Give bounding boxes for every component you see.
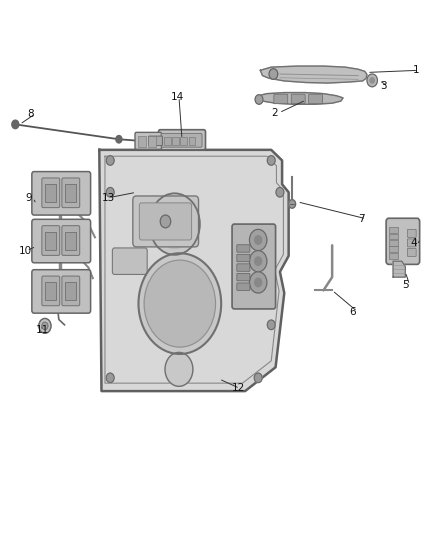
Circle shape: [155, 200, 194, 248]
FancyBboxPatch shape: [159, 130, 205, 150]
FancyBboxPatch shape: [46, 231, 56, 250]
FancyBboxPatch shape: [113, 248, 147, 274]
FancyBboxPatch shape: [386, 218, 420, 264]
Polygon shape: [393, 261, 405, 277]
Text: 10: 10: [19, 246, 32, 256]
FancyBboxPatch shape: [62, 276, 80, 306]
Circle shape: [255, 95, 263, 104]
Text: 3: 3: [380, 81, 387, 91]
Circle shape: [254, 257, 261, 265]
Circle shape: [250, 229, 267, 251]
Circle shape: [254, 236, 261, 244]
FancyBboxPatch shape: [32, 219, 91, 263]
FancyBboxPatch shape: [407, 229, 416, 237]
Text: 5: 5: [402, 280, 408, 290]
FancyBboxPatch shape: [180, 136, 187, 145]
Circle shape: [254, 278, 261, 287]
Text: 7: 7: [358, 214, 365, 224]
FancyBboxPatch shape: [389, 240, 398, 246]
Circle shape: [138, 253, 221, 354]
Polygon shape: [260, 66, 367, 83]
FancyBboxPatch shape: [42, 225, 60, 255]
Circle shape: [370, 78, 374, 83]
Polygon shape: [99, 150, 289, 391]
FancyBboxPatch shape: [135, 132, 162, 149]
FancyBboxPatch shape: [46, 282, 56, 301]
FancyBboxPatch shape: [133, 196, 198, 247]
FancyBboxPatch shape: [389, 246, 398, 252]
FancyBboxPatch shape: [46, 184, 56, 203]
FancyBboxPatch shape: [161, 133, 202, 147]
Polygon shape: [258, 93, 343, 104]
Text: 14: 14: [171, 92, 184, 102]
Text: 1: 1: [413, 66, 419, 75]
FancyBboxPatch shape: [164, 136, 171, 145]
FancyBboxPatch shape: [389, 227, 398, 233]
Circle shape: [39, 318, 51, 333]
Circle shape: [267, 320, 275, 329]
Circle shape: [42, 322, 48, 329]
FancyBboxPatch shape: [139, 203, 191, 240]
Circle shape: [165, 352, 193, 386]
Circle shape: [367, 74, 378, 87]
FancyBboxPatch shape: [389, 253, 398, 259]
Circle shape: [12, 120, 19, 128]
FancyBboxPatch shape: [172, 136, 179, 145]
Circle shape: [106, 188, 114, 197]
FancyBboxPatch shape: [407, 239, 416, 247]
FancyBboxPatch shape: [237, 254, 250, 262]
Text: 9: 9: [25, 192, 32, 203]
Circle shape: [276, 188, 284, 197]
Text: 12: 12: [232, 383, 245, 393]
FancyBboxPatch shape: [138, 136, 146, 147]
Circle shape: [149, 193, 200, 255]
FancyBboxPatch shape: [32, 270, 91, 313]
Circle shape: [160, 215, 171, 228]
FancyBboxPatch shape: [237, 283, 250, 290]
Text: 4: 4: [410, 238, 417, 248]
FancyBboxPatch shape: [389, 233, 398, 239]
FancyBboxPatch shape: [274, 94, 288, 104]
Text: 11: 11: [36, 325, 49, 335]
FancyBboxPatch shape: [62, 178, 80, 208]
Text: 2: 2: [271, 108, 278, 118]
Circle shape: [144, 260, 215, 347]
Circle shape: [250, 251, 267, 272]
FancyBboxPatch shape: [65, 282, 76, 301]
FancyBboxPatch shape: [65, 184, 76, 203]
FancyBboxPatch shape: [237, 245, 250, 252]
FancyBboxPatch shape: [148, 136, 156, 147]
FancyBboxPatch shape: [237, 273, 250, 281]
FancyBboxPatch shape: [62, 225, 80, 255]
FancyBboxPatch shape: [309, 94, 322, 104]
Text: 8: 8: [28, 109, 34, 119]
Circle shape: [106, 373, 114, 383]
Text: 6: 6: [350, 306, 356, 317]
FancyBboxPatch shape: [148, 136, 162, 146]
FancyBboxPatch shape: [42, 178, 60, 208]
FancyBboxPatch shape: [65, 231, 76, 250]
Text: 13: 13: [102, 192, 115, 203]
FancyBboxPatch shape: [237, 264, 250, 271]
FancyBboxPatch shape: [32, 172, 91, 215]
FancyBboxPatch shape: [407, 248, 416, 256]
FancyBboxPatch shape: [291, 94, 305, 104]
FancyBboxPatch shape: [232, 224, 276, 309]
Circle shape: [250, 272, 267, 293]
FancyBboxPatch shape: [188, 136, 195, 145]
Circle shape: [289, 200, 296, 208]
Circle shape: [116, 135, 122, 143]
Circle shape: [267, 156, 275, 165]
Circle shape: [106, 156, 114, 165]
FancyBboxPatch shape: [42, 276, 60, 306]
Circle shape: [269, 69, 278, 79]
Circle shape: [254, 373, 262, 383]
